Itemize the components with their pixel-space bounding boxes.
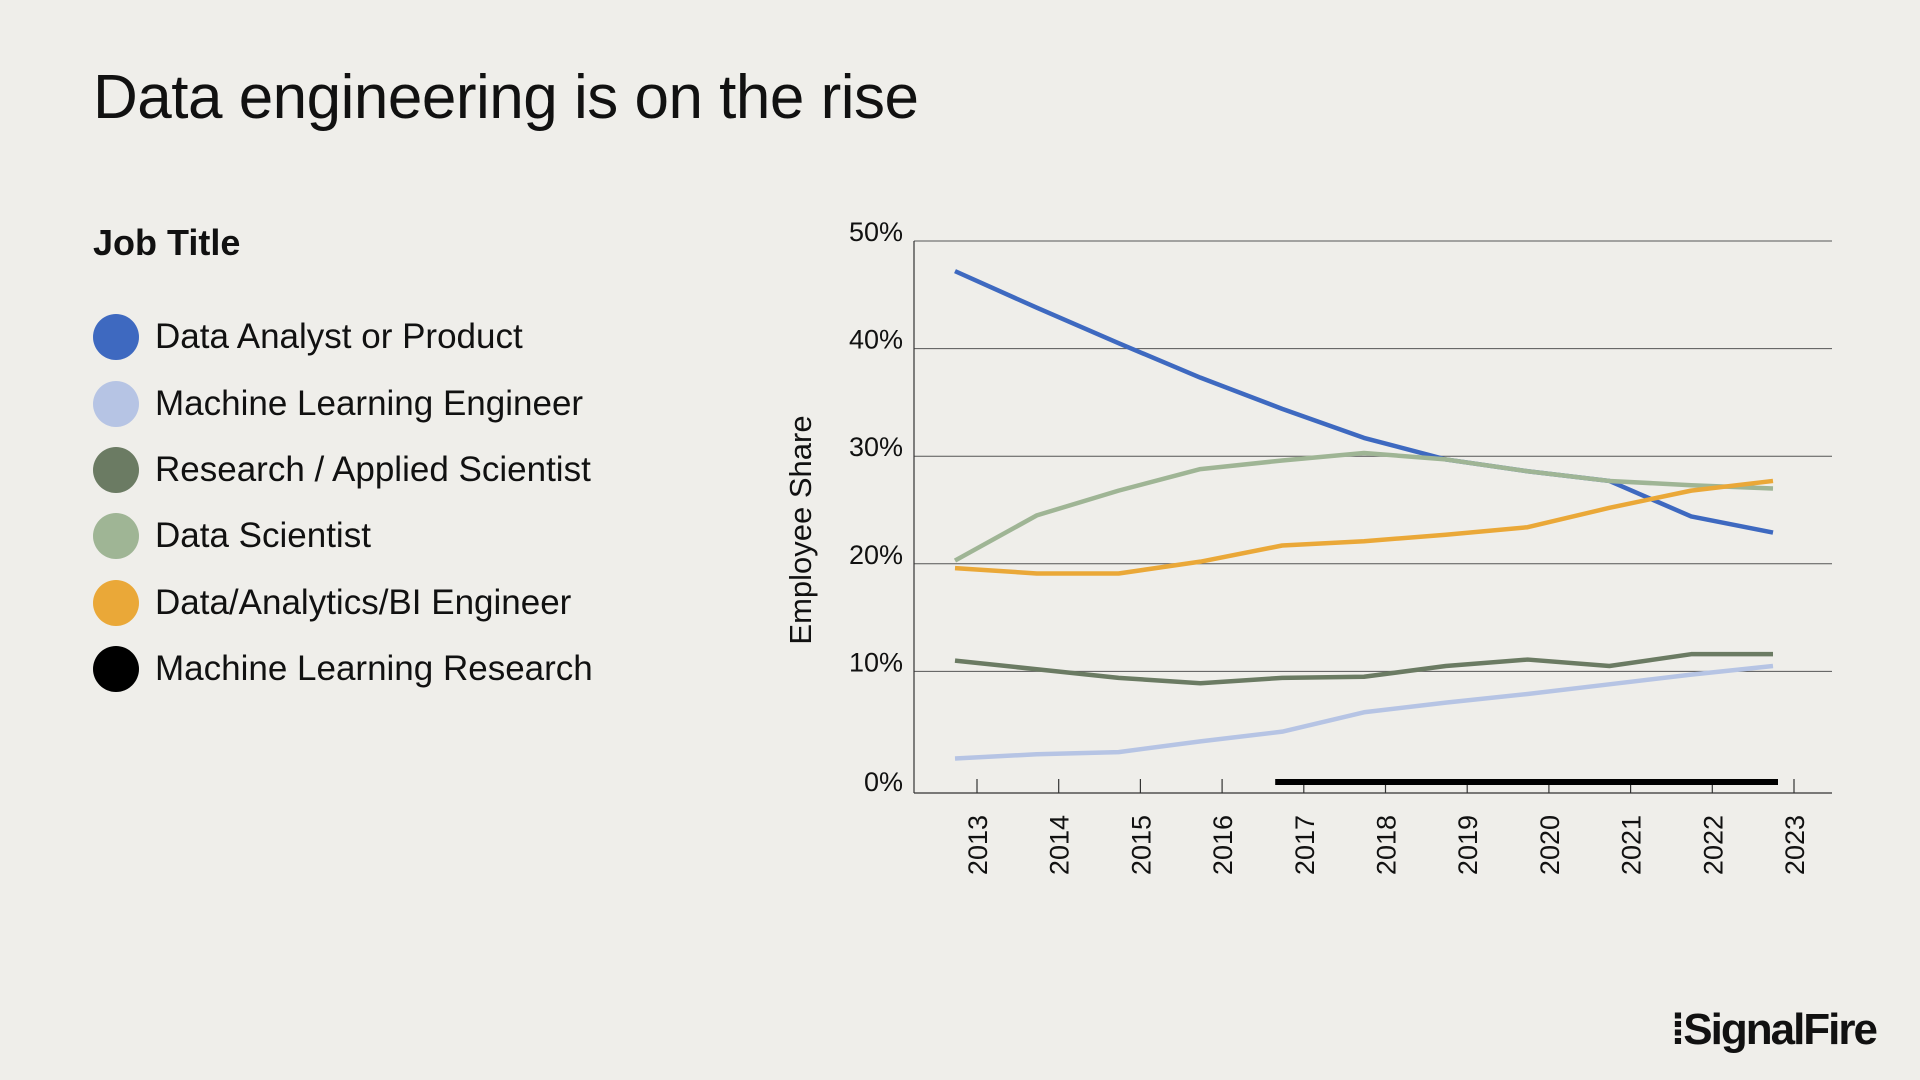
series-line-data-scientist — [953, 450, 1774, 563]
legend-item: Research / Applied Scientist — [93, 437, 593, 503]
legend-item: Machine Learning Engineer — [93, 370, 593, 436]
legend-item: Machine Learning Research — [93, 636, 593, 702]
x-tick-label: 2020 — [1535, 815, 1565, 875]
legend-title: Job Title — [93, 222, 241, 263]
legend-item: Data Scientist — [93, 503, 593, 569]
legend-swatch — [93, 579, 139, 626]
x-tick-label: 2015 — [1126, 815, 1156, 875]
x-tick-label: 2019 — [1453, 815, 1483, 875]
legend-swatch — [93, 646, 139, 693]
page-title: Data engineering is on the rise — [93, 63, 919, 132]
legend: Data Analyst or Product Machine Learning … — [93, 304, 593, 702]
y-tick-label: 10% — [849, 647, 903, 677]
signalfire-logo: ⁞SignalFire — [1670, 1005, 1878, 1054]
x-tick-label: 2017 — [1290, 815, 1320, 875]
y-tick-label: 30% — [849, 432, 903, 462]
y-tick-label: 50% — [849, 217, 903, 247]
y-tick-label: 20% — [849, 540, 903, 570]
x-tick-label: 2016 — [1208, 815, 1238, 875]
legend-item: Data/Analytics/BI Engineer — [93, 570, 593, 636]
legend-item: Data Analyst or Product — [93, 304, 593, 370]
series-line-data-analyst-or-product — [954, 269, 1774, 535]
legend-swatch — [93, 446, 139, 493]
series-line-data-analytics-bi-engineer — [954, 478, 1774, 576]
y-tick-label: 0% — [864, 767, 903, 797]
legend-swatch — [93, 380, 139, 427]
legend-label: Research / Applied Scientist — [155, 449, 591, 489]
legend-label: Machine Learning Research — [155, 649, 593, 689]
y-axis-label: Employee Share — [783, 415, 818, 644]
x-tick-label: 2021 — [1617, 815, 1647, 875]
legend-label: Data Scientist — [155, 516, 371, 556]
legend-label: Data/Analytics/BI Engineer — [155, 582, 572, 622]
x-tick-label: 2022 — [1698, 815, 1728, 875]
y-tick-label: 40% — [849, 325, 903, 355]
x-tick-label: 2014 — [1045, 815, 1075, 875]
legend-swatch — [93, 314, 139, 361]
legend-label: Machine Learning Engineer — [155, 383, 584, 423]
x-tick-label: 2018 — [1372, 815, 1402, 875]
logo-text: SignalFire — [1683, 1005, 1878, 1054]
x-tick-label: 2023 — [1780, 815, 1810, 875]
legend-swatch — [93, 513, 139, 560]
legend-label: Data Analyst or Product — [155, 317, 523, 357]
x-tick-label: 2013 — [963, 815, 993, 875]
